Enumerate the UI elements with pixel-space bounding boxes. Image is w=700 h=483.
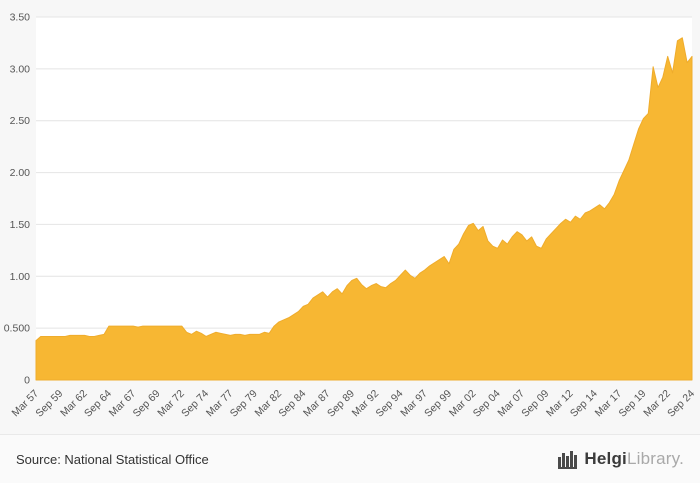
y-tick-label: 1.00 (10, 271, 31, 283)
x-tick-label: Sep 24 (665, 388, 697, 420)
y-tick-label: 0.500 (4, 323, 30, 335)
y-tick-label: 2.50 (10, 115, 31, 127)
area-series (35, 37, 693, 381)
logo-text-light: Library. (626, 449, 684, 468)
y-tick-label: 3.50 (10, 12, 31, 24)
y-tick-label: 0 (24, 375, 30, 387)
x-tick-label: Sep 64 (82, 388, 114, 420)
y-tick-label: 2.00 (10, 167, 31, 179)
x-tick-label: Sep 69 (131, 388, 163, 420)
x-tick-label: Sep 84 (276, 388, 308, 420)
x-tick-label: Sep 99 (422, 388, 454, 420)
x-tick-label: Sep 89 (325, 388, 357, 420)
logo-text: HelgiLibrary. (584, 449, 684, 469)
x-tick-label: Sep 19 (617, 388, 649, 420)
chart-panel: 0 0.500 1.00 1.50 2.00 2.50 3.00 3.50 Mar 57 Sep … (4, 12, 698, 420)
x-tick-label: Sep 04 (471, 388, 503, 420)
x-tick-label: Sep 14 (568, 388, 600, 420)
x-tick-label: Sep 59 (33, 388, 65, 420)
x-tick-label: Sep 79 (228, 388, 260, 420)
x-tick-label: Sep 74 (179, 388, 211, 420)
x-tick-label: Sep 09 (519, 388, 551, 420)
x-tick-label: Sep 94 (374, 388, 406, 420)
helgilibrary-logo[interactable]: HelgiLibrary. (558, 449, 684, 469)
footer-bar: Source: National Statistical Office Helg… (0, 434, 700, 483)
y-tick-label: 3.00 (10, 63, 31, 75)
logo-text-bold: Helgi (584, 449, 627, 468)
bar-chart-icon (558, 451, 578, 469)
source-text: Source: National Statistical Office (16, 451, 209, 467)
y-tick-label: 1.50 (10, 219, 31, 231)
